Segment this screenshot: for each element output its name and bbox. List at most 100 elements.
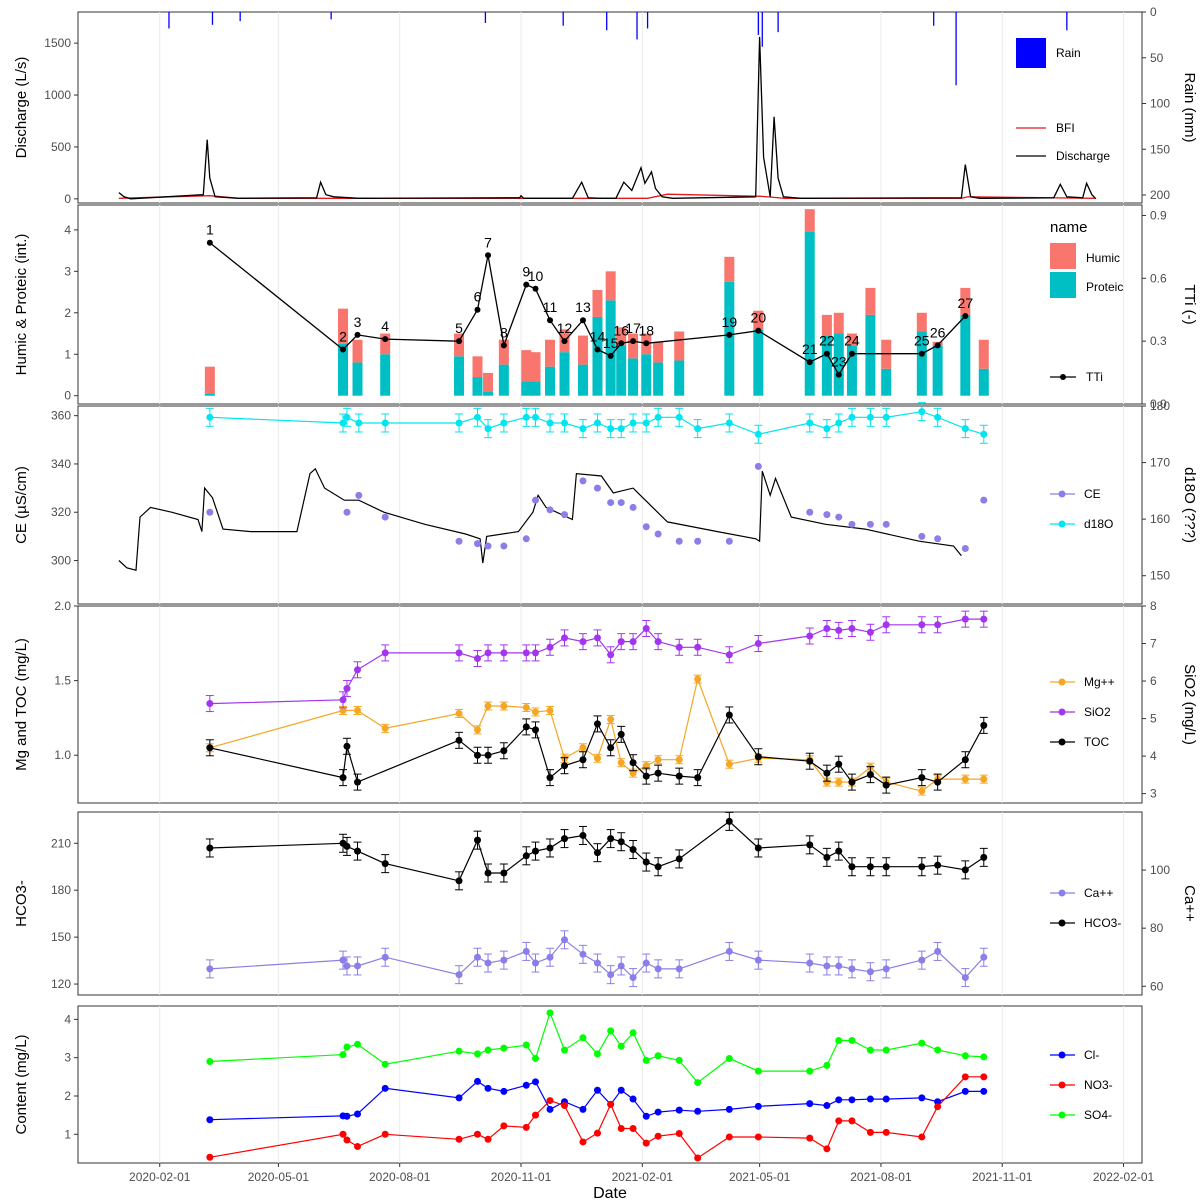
y-tick-label: 180 — [51, 883, 71, 897]
d18o-point — [607, 425, 615, 433]
point-toc — [882, 781, 890, 789]
point-toc — [934, 778, 942, 786]
point-sio2 — [629, 638, 637, 646]
point-ca — [343, 962, 351, 970]
point-ca — [522, 947, 530, 955]
bar-proteic — [978, 368, 989, 396]
point-cl — [579, 1105, 587, 1113]
ce-point — [848, 520, 856, 528]
point-sio2 — [675, 643, 683, 651]
point-mg — [617, 759, 625, 767]
legend-key-dot — [1058, 490, 1066, 498]
bar-humic — [865, 287, 876, 315]
tti-point — [523, 281, 530, 288]
tti-label: 19 — [722, 314, 738, 330]
tti-point — [630, 338, 637, 345]
point-mg — [629, 769, 637, 777]
y-tick-label: 1 — [64, 347, 71, 361]
point-hco3 — [381, 860, 389, 868]
y-tick-label: 2 — [64, 306, 71, 320]
ce-point — [754, 462, 762, 470]
point-so4 — [866, 1046, 874, 1054]
point-mg — [532, 708, 540, 716]
point-no3 — [354, 1143, 362, 1151]
point-so4 — [675, 1056, 683, 1064]
y-tick-label: 1000 — [44, 88, 71, 102]
point-ca — [675, 965, 683, 973]
y-right-tick-label: 0.3 — [1150, 334, 1167, 348]
d18o-point — [694, 425, 702, 433]
point-cl — [455, 1094, 463, 1102]
point-no3 — [654, 1132, 662, 1140]
tti-point — [382, 336, 389, 343]
point-so4 — [725, 1054, 733, 1062]
tti-label: 8 — [500, 324, 508, 340]
tti-point — [456, 338, 463, 345]
tti-point — [500, 342, 507, 349]
point-ca — [579, 950, 587, 958]
series-discharge — [118, 36, 1097, 200]
d18o-point — [455, 419, 463, 427]
y-right-tick-label: 170 — [1150, 456, 1170, 470]
point-hco3 — [934, 861, 942, 869]
y-right-tick-label: 6 — [1150, 674, 1157, 688]
bar-humic — [592, 289, 603, 317]
y-right-tick-label: 7 — [1150, 637, 1157, 651]
bar-proteic — [833, 333, 844, 396]
x-tick-label: 2021-02-01 — [612, 1170, 674, 1184]
tti-point — [594, 346, 601, 353]
tti-label: 27 — [958, 295, 974, 311]
d18o-point — [866, 413, 874, 421]
bar-proteic — [338, 343, 349, 396]
panel-hco3: 120 150 180 210 HCO3- 60 80 100 Ca++ Ca++ HCO3- — [13, 811, 1198, 996]
bar-humic — [821, 314, 832, 336]
point-sio2 — [484, 649, 492, 657]
legend-label: TOC — [1084, 735, 1109, 749]
point-no3 — [339, 1130, 347, 1138]
point-hco3 — [343, 842, 351, 850]
point-ca — [961, 974, 969, 982]
legend-label: NO3- — [1084, 1078, 1113, 1092]
y-axis-label: Humic & Proteic (int.) — [13, 234, 30, 376]
point-cl — [206, 1116, 214, 1124]
tti-point — [206, 239, 213, 246]
point-so4 — [561, 1046, 569, 1054]
point-hco3 — [882, 863, 890, 871]
panel-discharge: 0 500 1000 1500 Discharge (L/s) 0 50 100 150 200 R… — [13, 5, 1198, 206]
ce-point — [343, 508, 351, 516]
point-no3 — [835, 1117, 843, 1125]
bar-humic — [616, 327, 627, 346]
panel-mg_toc: 1.0 1.5 2.0 Mg and TOC (mg/L) 3 4 5 6 7 8 SiO2 (mg… — [13, 599, 1198, 804]
x-tick-label: 2022-02-01 — [1093, 1170, 1155, 1184]
x-axis-label: Date — [593, 1185, 627, 1202]
point-cl — [848, 1096, 856, 1104]
point-hco3 — [532, 847, 540, 855]
x-tick-label: 2021-11-01 — [972, 1170, 1033, 1184]
point-no3 — [343, 1136, 351, 1144]
d18o-point — [355, 419, 363, 427]
point-toc — [455, 736, 463, 744]
ce-point — [934, 535, 942, 543]
point-no3 — [607, 1100, 615, 1108]
tti-label: 4 — [381, 318, 389, 334]
point-so4 — [806, 1067, 814, 1075]
point-sio2 — [882, 621, 890, 629]
point-cl — [725, 1105, 733, 1113]
y-tick-label: 2 — [64, 1089, 71, 1103]
tti-label: 1 — [206, 222, 214, 238]
point-sio2 — [934, 621, 942, 629]
panel-frame — [77, 811, 1143, 996]
point-mg — [339, 706, 347, 714]
point-cl — [806, 1100, 814, 1108]
bar-proteic — [545, 366, 556, 396]
bar-proteic — [821, 335, 832, 396]
tti-label: 7 — [484, 234, 492, 250]
point-cl — [918, 1094, 926, 1102]
point-no3 — [206, 1153, 214, 1161]
tti-label: 13 — [575, 299, 591, 315]
point-hco3 — [484, 869, 492, 877]
tti-point — [806, 359, 813, 366]
point-mg — [579, 744, 587, 752]
bar-proteic — [960, 314, 971, 396]
bar-proteic — [521, 381, 532, 396]
